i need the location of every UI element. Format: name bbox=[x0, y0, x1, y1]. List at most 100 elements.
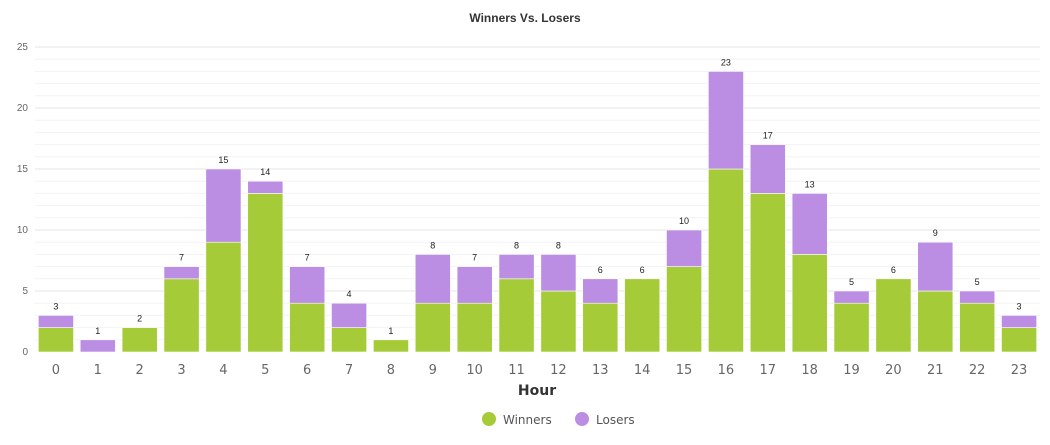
bar-losers-5[interactable] bbox=[247, 180, 284, 194]
bar-losers-16[interactable] bbox=[708, 71, 744, 170]
y-tick-label: 25 bbox=[17, 42, 29, 53]
legend-swatch bbox=[575, 412, 589, 426]
x-axis-ticks: 0 1 2 3 4 5 6 7 8 9 10 11 12 13 14 15 16 17 18 19 20 21 22 23 bbox=[52, 363, 1028, 378]
legend: Winners Losers bbox=[482, 412, 635, 427]
bar-winners-12[interactable] bbox=[540, 290, 577, 353]
bar-losers-9[interactable] bbox=[414, 254, 451, 304]
bar-losers-0[interactable] bbox=[38, 315, 74, 328]
legend-swatch bbox=[482, 412, 496, 426]
total-label-8: 1 bbox=[388, 326, 393, 336]
total-label-0: 3 bbox=[53, 301, 58, 311]
total-label-3: 7 bbox=[179, 253, 184, 263]
bar-winners-20[interactable] bbox=[875, 278, 912, 353]
legend-item-winners[interactable]: Winners bbox=[482, 412, 552, 427]
total-label-17: 17 bbox=[763, 131, 773, 141]
total-label-9: 8 bbox=[430, 240, 435, 250]
x-tick-label: 0 bbox=[52, 363, 60, 378]
total-label-19: 5 bbox=[849, 277, 854, 287]
bar-winners-14[interactable] bbox=[624, 278, 661, 353]
x-axis-label: Hour bbox=[518, 383, 556, 399]
bar-winners-10[interactable] bbox=[456, 302, 493, 353]
x-tick-label: 6 bbox=[303, 363, 311, 378]
x-tick-label: 1 bbox=[94, 363, 102, 378]
bar-winners-2[interactable] bbox=[121, 327, 158, 353]
chart-title: Winners Vs. Losers bbox=[469, 11, 581, 25]
x-tick-label: 21 bbox=[927, 363, 944, 378]
total-label-5: 14 bbox=[260, 167, 270, 177]
bar-winners-17[interactable] bbox=[749, 193, 786, 353]
total-label-12: 8 bbox=[556, 240, 561, 250]
x-tick-label: 11 bbox=[508, 363, 525, 378]
bar-losers-3[interactable] bbox=[163, 266, 200, 280]
bar-losers-11[interactable] bbox=[498, 254, 535, 280]
bar-winners-4[interactable] bbox=[205, 241, 242, 353]
bar-winners-11[interactable] bbox=[498, 278, 535, 353]
bar-losers-4[interactable] bbox=[205, 168, 242, 243]
data-labels: 3 1 2 7 15 14 7 4 1 8 7 8 8 6 6 10 23 17 13 5 6 9 5 3 bbox=[53, 57, 1021, 335]
x-tick-label: 4 bbox=[219, 363, 227, 378]
x-tick-label: 15 bbox=[676, 363, 693, 378]
total-label-1: 1 bbox=[95, 326, 100, 336]
bar-winners-6[interactable] bbox=[289, 302, 326, 353]
total-label-22: 5 bbox=[975, 277, 980, 287]
total-label-6: 7 bbox=[305, 253, 310, 263]
bar-losers-18[interactable] bbox=[791, 193, 828, 255]
x-tick-label: 13 bbox=[592, 363, 609, 378]
x-tick-label: 8 bbox=[387, 363, 395, 378]
bar-losers-6[interactable] bbox=[289, 266, 326, 304]
y-axis-ticks: 0 5 10 15 20 25 bbox=[17, 42, 29, 358]
total-label-4: 15 bbox=[218, 155, 228, 165]
x-tick-label: 12 bbox=[550, 363, 567, 378]
y-tick-label: 10 bbox=[17, 225, 29, 236]
total-label-18: 13 bbox=[805, 179, 815, 189]
bar-losers-13[interactable] bbox=[582, 278, 619, 304]
legend-item-losers[interactable]: Losers bbox=[575, 412, 635, 427]
bar-losers-21[interactable] bbox=[917, 241, 954, 292]
total-label-11: 8 bbox=[514, 240, 519, 250]
x-tick-label: 17 bbox=[760, 363, 777, 378]
bar-losers-19[interactable] bbox=[833, 290, 870, 304]
total-label-2: 2 bbox=[137, 314, 142, 324]
bar-winners-9[interactable] bbox=[414, 302, 451, 353]
grid bbox=[35, 46, 1040, 341]
bar-winners-8[interactable] bbox=[373, 339, 409, 353]
bar-winners-15[interactable] bbox=[666, 266, 702, 353]
legend-label: Winners bbox=[503, 413, 552, 427]
bar-winners-5[interactable] bbox=[247, 193, 284, 353]
x-tick-label: 14 bbox=[634, 363, 651, 378]
bar-winners-13[interactable] bbox=[582, 302, 619, 353]
bar-winners-16[interactable] bbox=[708, 168, 744, 353]
bar-winners-21[interactable] bbox=[917, 290, 954, 353]
total-label-13: 6 bbox=[598, 265, 603, 275]
bar-winners-22[interactable] bbox=[959, 302, 996, 353]
x-tick-label: 7 bbox=[345, 363, 353, 378]
bar-losers-22[interactable] bbox=[959, 290, 996, 304]
legend-label: Losers bbox=[596, 413, 635, 427]
total-label-10: 7 bbox=[472, 253, 477, 263]
bar-winners-7[interactable] bbox=[331, 327, 367, 353]
bar-losers-10[interactable] bbox=[456, 266, 493, 304]
bar-losers-7[interactable] bbox=[331, 302, 367, 328]
x-tick-label: 20 bbox=[885, 363, 902, 378]
y-tick-label: 5 bbox=[22, 286, 28, 297]
bar-losers-15[interactable] bbox=[666, 229, 702, 267]
x-tick-label: 22 bbox=[969, 363, 986, 378]
bar-winners-19[interactable] bbox=[833, 302, 870, 353]
x-tick-label: 23 bbox=[1011, 363, 1028, 378]
total-label-7: 4 bbox=[347, 289, 352, 299]
bar-winners-18[interactable] bbox=[791, 254, 828, 353]
bar-winners-3[interactable] bbox=[163, 278, 200, 353]
total-label-21: 9 bbox=[933, 228, 938, 238]
bar-losers-1[interactable] bbox=[79, 339, 116, 353]
bar-losers-17[interactable] bbox=[749, 144, 786, 194]
y-tick-label: 15 bbox=[17, 164, 29, 175]
x-tick-label: 10 bbox=[466, 363, 483, 378]
bar-losers-23[interactable] bbox=[1001, 315, 1037, 328]
x-tick-label: 18 bbox=[801, 363, 818, 378]
bar-losers-12[interactable] bbox=[540, 254, 577, 292]
bar-winners-0[interactable] bbox=[38, 327, 74, 353]
x-tick-label: 19 bbox=[843, 363, 860, 378]
total-label-14: 6 bbox=[640, 265, 645, 275]
bar-winners-23[interactable] bbox=[1001, 327, 1037, 353]
